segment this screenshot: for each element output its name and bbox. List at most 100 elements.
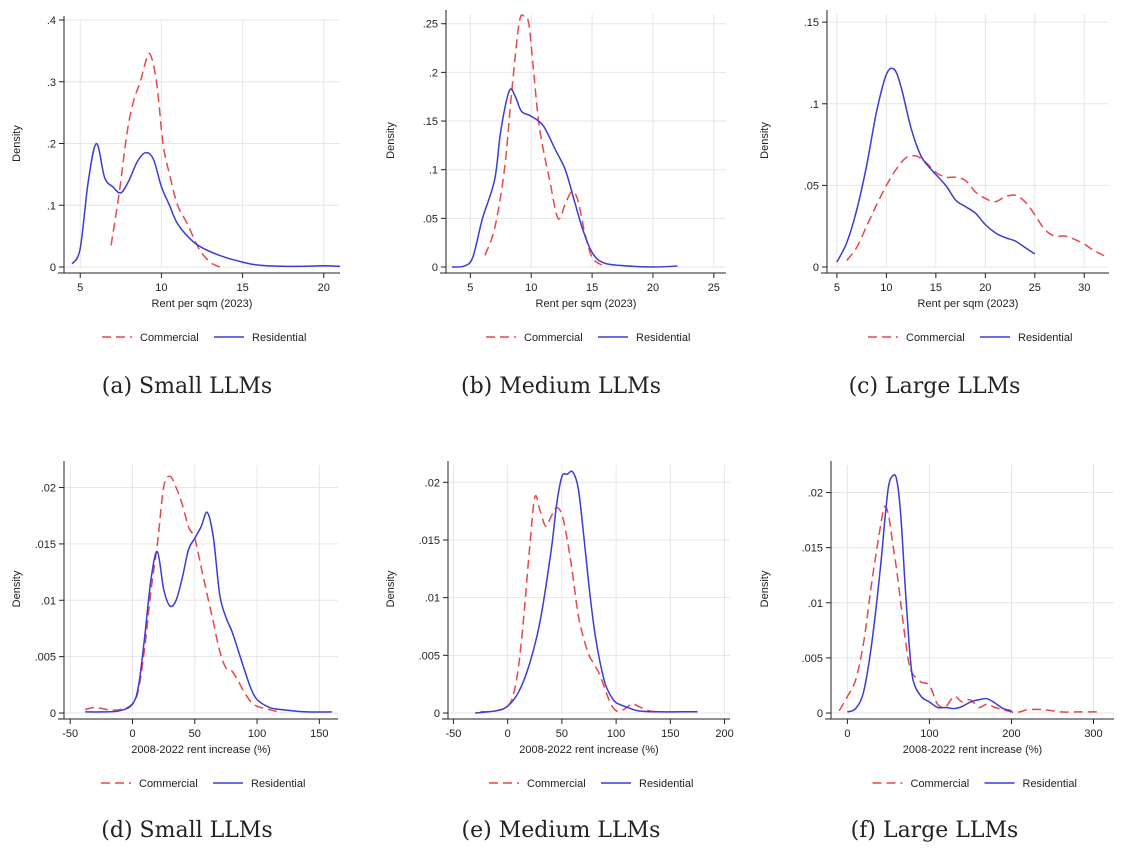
commercial-line-b [484, 14, 603, 266]
x-tick-label: 20 [647, 282, 659, 294]
x-axis-title-a: Rent per sqm (2023) [152, 298, 253, 310]
y-tick-label: .15 [804, 17, 819, 29]
legend-label-commercial: Commercial [906, 332, 965, 344]
legend-e: Commercial Residential [489, 778, 693, 790]
y-tick-label: .01 [808, 598, 823, 610]
caption-f: (f) Large LLMs [850, 818, 1019, 843]
y-tick-label: 0 [813, 262, 819, 274]
x-tick-label: 20 [318, 282, 330, 294]
y-tick-label: .25 [423, 19, 438, 31]
legend-label-residential: Residential [252, 332, 306, 344]
legend-label-commercial: Commercial [524, 332, 583, 344]
x-tick-label: 100 [248, 728, 266, 740]
y-tick-label: 0 [50, 262, 56, 274]
chart-d: 0 .005 .01 .015 .02 -50 0 50 100 150 2008-2022 ren… [11, 461, 338, 790]
y-tick-label: .4 [47, 15, 56, 27]
x-tick-label: 5 [467, 282, 473, 294]
y-tick-label: .2 [429, 67, 438, 79]
y-tick-label: .05 [423, 213, 438, 225]
x-axis-title-d: 2008-2022 rent increase (%) [131, 744, 270, 756]
caption-c: (c) Large LLMs [848, 374, 1021, 399]
commercial-line-e [480, 495, 660, 713]
caption-d: (d) Small LLMs [101, 818, 273, 843]
commercial-line-f [838, 505, 1102, 713]
residential-line-e [475, 470, 698, 714]
commercial-line-c [846, 154, 1105, 261]
residential-line-d [85, 511, 332, 713]
residential-line-c [836, 67, 1036, 263]
x-tick-label: 100 [920, 728, 938, 740]
legend-label-commercial: Commercial [911, 778, 970, 790]
legend-label-residential: Residential [251, 778, 305, 790]
chart-b: 0 .05 .1 .15 .2 .25 5 10 15 20 25 Rent per sqm (202… [385, 10, 726, 344]
panel-b: 0 .05 .1 .15 .2 .25 5 10 15 20 25 Rent per sqm (202… [374, 0, 748, 426]
x-tick-label: 300 [1084, 728, 1102, 740]
y-tick-label: .1 [429, 165, 438, 177]
y-tick-label: .015 [802, 543, 823, 555]
gridlines-f [831, 465, 1114, 714]
y-tick-label: 0 [50, 708, 56, 720]
y-tick-label: .2 [47, 139, 56, 151]
x-tick-label: 15 [586, 282, 598, 294]
x-tick-label: 50 [189, 728, 201, 740]
y-tick-label: .15 [423, 116, 438, 128]
panel-f: 0 .005 .01 .015 .02 0 100 200 300 2008-2022 rent … [748, 426, 1121, 853]
legend-d: Commercial Residential [101, 778, 305, 790]
x-tick-label: 15 [236, 282, 248, 294]
y-axis-title-f: Density [759, 570, 771, 607]
residential-line-a [71, 142, 341, 268]
y-tick-label: .01 [425, 593, 440, 605]
panel-d: 0 .005 .01 .015 .02 -50 0 50 100 150 2008-2022 ren… [0, 426, 374, 853]
chart-e: 0 .005 .01 .015 .02 -50 0 50 100 150 200 2008-2022 … [385, 461, 734, 790]
caption-e: (e) Medium LLMs [461, 818, 661, 843]
x-tick-label: 10 [525, 282, 537, 294]
legend-label-residential: Residential [636, 332, 690, 344]
y-tick-label: 0 [434, 708, 440, 720]
x-axis-title-b: Rent per sqm (2023) [536, 298, 637, 310]
legend-a: Commercial Residential [102, 332, 306, 344]
panel-a: 0 .1 .2 .3 .4 5 10 15 20 Rent per sqm (2023) Densi… [0, 0, 374, 426]
residential-line-f [847, 474, 1012, 713]
x-tick-label: 100 [607, 728, 625, 740]
y-tick-label: 0 [432, 262, 438, 274]
commercial-line-d [84, 475, 283, 714]
chart-c: 0 .05 .1 .15 5 10 15 20 25 30 Rent per sqm (2023) D… [759, 10, 1109, 344]
x-tick-label: 150 [661, 728, 679, 740]
y-tick-label: .01 [41, 595, 56, 607]
gridlines-d [64, 465, 338, 714]
legend-b: Commercial Residential [486, 332, 690, 344]
y-axis-title-c: Density [759, 122, 771, 159]
legend-label-residential: Residential [639, 778, 693, 790]
y-axis-title-a: Density [11, 125, 23, 162]
gridlines-a [64, 19, 340, 268]
y-tick-label: .02 [808, 488, 823, 500]
y-tick-label: .05 [804, 180, 819, 192]
x-tick-label: 5 [834, 282, 840, 294]
commercial-line-a [110, 52, 221, 268]
y-tick-label: .1 [810, 99, 819, 111]
x-tick-label: 50 [556, 728, 568, 740]
caption-b: (b) Medium LLMs [461, 374, 661, 399]
x-tick-label: 30 [1078, 282, 1090, 294]
y-tick-label: .015 [35, 539, 56, 551]
y-axis-title-b: Density [385, 122, 397, 159]
y-tick-label: .005 [802, 653, 823, 665]
x-tick-label: 150 [310, 728, 328, 740]
y-tick-label: .005 [419, 650, 440, 662]
x-tick-label: -50 [62, 728, 78, 740]
y-tick-label: .3 [47, 77, 56, 89]
legend-label-commercial: Commercial [139, 778, 198, 790]
x-tick-label: 25 [708, 282, 720, 294]
y-tick-label: 0 [817, 708, 823, 720]
x-axis-title-f: 2008-2022 rent increase (%) [903, 744, 1042, 756]
chart-a: 0 .1 .2 .3 .4 5 10 15 20 Rent per sqm (2023) Densi… [11, 15, 341, 344]
x-tick-label: 25 [1029, 282, 1041, 294]
x-tick-label: 15 [930, 282, 942, 294]
x-tick-label: 0 [505, 728, 511, 740]
legend-f: Commercial Residential [872, 778, 1077, 790]
x-tick-label: -50 [445, 728, 461, 740]
y-tick-label: .005 [35, 652, 56, 664]
legend-c: Commercial Residential [868, 332, 1072, 344]
caption-a: (a) Small LLMs [101, 374, 273, 399]
